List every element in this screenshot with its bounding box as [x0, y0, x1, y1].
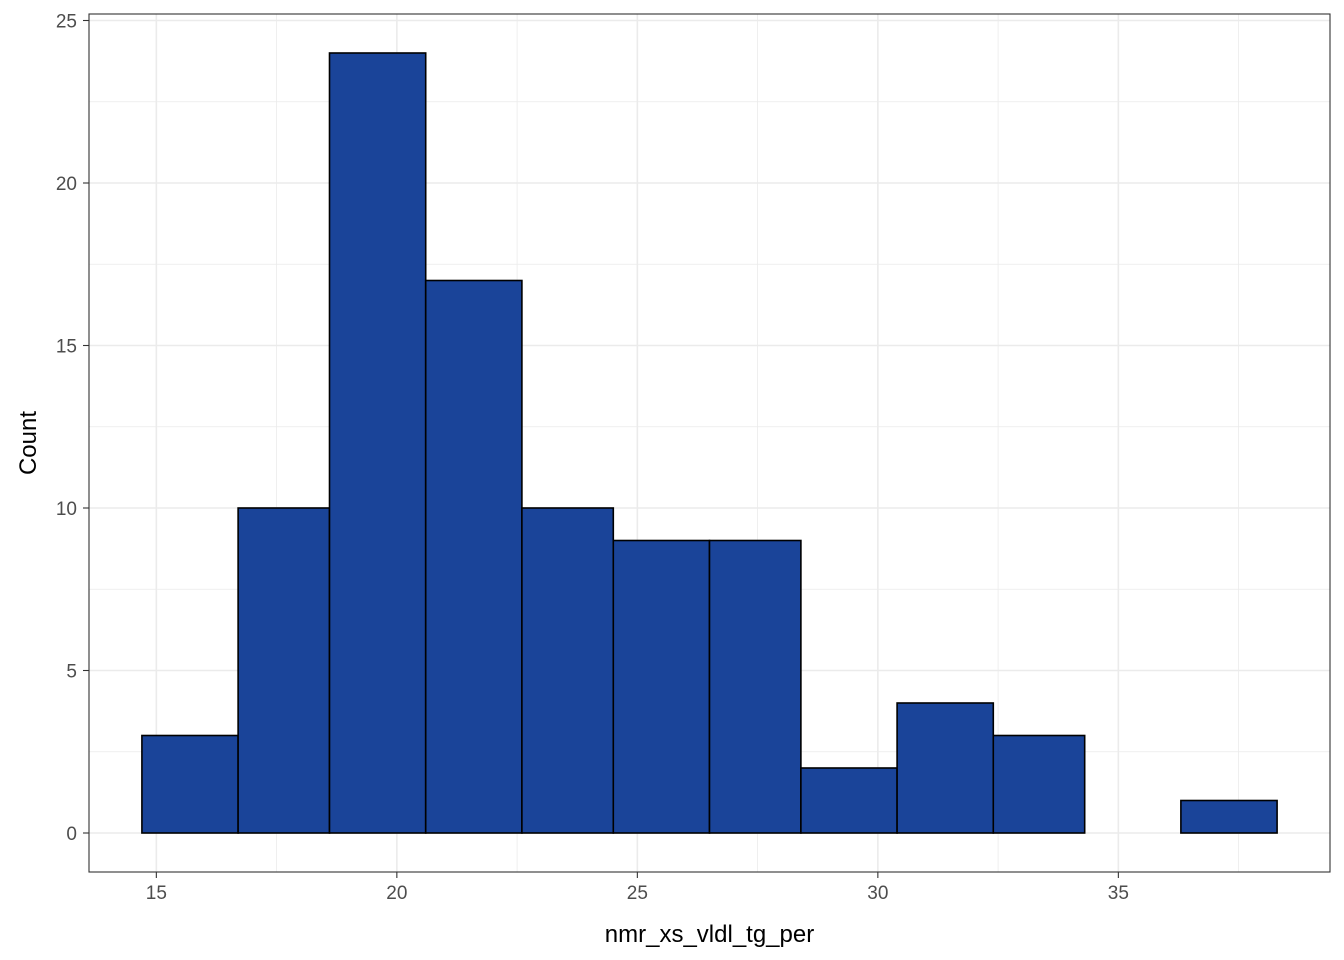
histogram-bar — [1180, 799, 1278, 834]
histogram-bar — [896, 702, 995, 834]
y-axis-tick-label: 10 — [56, 499, 77, 520]
x-axis-title: nmr_xs_vldl_tg_per — [605, 921, 814, 948]
histogram-bar — [800, 767, 898, 834]
x-axis-tick-label: 15 — [146, 883, 167, 904]
x-axis-tick-label: 30 — [867, 883, 888, 904]
panel-border — [88, 13, 1331, 873]
histogram-bar — [521, 507, 615, 834]
histogram-bar — [708, 539, 802, 834]
y-axis-tick-label: 25 — [56, 12, 77, 33]
histogram-bars — [141, 52, 1278, 834]
histogram-bar — [612, 539, 711, 834]
y-axis-tick-label: 20 — [56, 174, 77, 195]
y-axis-tick-label: 15 — [56, 337, 77, 358]
y-axis-tick-label: 0 — [66, 824, 77, 845]
x-axis-tick-label: 25 — [627, 883, 648, 904]
histogram-bar — [328, 52, 427, 834]
histogram-bar — [141, 734, 239, 834]
x-axis: 15 20 25 30 35 — [146, 872, 1129, 904]
histogram-bar — [237, 507, 331, 834]
x-axis-tick-label: 20 — [386, 883, 407, 904]
y-axis-tick-label: 5 — [66, 662, 77, 683]
x-axis-tick-label: 35 — [1108, 883, 1129, 904]
y-axis-title: Count — [15, 411, 42, 475]
histogram-bar — [992, 734, 1086, 834]
histogram-bar — [424, 279, 523, 834]
y-axis: 0 5 10 15 20 25 — [56, 12, 89, 845]
